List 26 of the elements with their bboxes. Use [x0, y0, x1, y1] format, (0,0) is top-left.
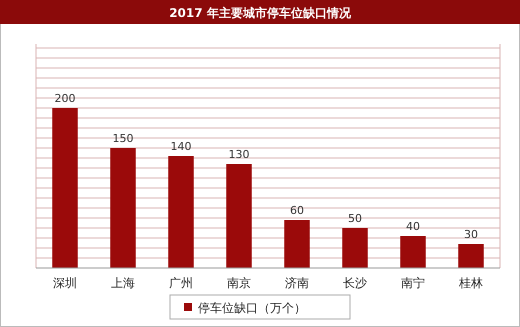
data-label: 60 [290, 204, 304, 217]
bar [226, 164, 252, 268]
bar [400, 236, 426, 268]
data-label: 130 [228, 148, 250, 161]
data-label: 150 [112, 132, 134, 145]
chart-title: 2017 年主要城市停车位缺口情况 [169, 6, 352, 20]
x-tick-label: 桂林 [458, 276, 483, 290]
x-tick-label: 南京 [227, 276, 251, 290]
bar [342, 228, 368, 268]
bar [458, 244, 484, 268]
bar [52, 108, 78, 268]
x-tick-label: 深圳 [53, 276, 77, 290]
x-tick-label: 济南 [285, 276, 309, 290]
bar [110, 148, 136, 268]
bar [168, 156, 194, 268]
bar [284, 220, 310, 268]
data-label: 200 [54, 92, 76, 105]
data-label: 40 [406, 220, 420, 233]
x-tick-label: 广州 [169, 276, 193, 290]
x-tick-label: 南宁 [401, 276, 425, 290]
data-label: 30 [464, 228, 478, 241]
legend-label: 停车位缺口（万个） [198, 301, 306, 315]
x-tick-label: 上海 [111, 276, 135, 290]
x-tick-label: 长沙 [343, 276, 367, 290]
data-label: 50 [348, 212, 362, 225]
data-label: 140 [170, 140, 192, 153]
